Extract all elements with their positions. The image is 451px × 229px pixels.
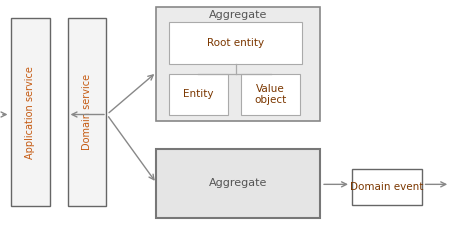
Text: Entity: Entity [183, 90, 214, 99]
Text: Domain event: Domain event [350, 182, 423, 192]
FancyBboxPatch shape [241, 74, 300, 114]
FancyBboxPatch shape [68, 18, 106, 206]
Text: Value
object: Value object [254, 84, 287, 105]
FancyBboxPatch shape [11, 18, 50, 206]
FancyBboxPatch shape [169, 22, 302, 64]
Text: Aggregate: Aggregate [209, 10, 267, 20]
Text: Application service: Application service [25, 66, 36, 159]
FancyBboxPatch shape [169, 74, 228, 114]
FancyBboxPatch shape [352, 169, 422, 205]
FancyBboxPatch shape [156, 149, 320, 218]
Text: Aggregate: Aggregate [209, 178, 267, 188]
FancyBboxPatch shape [156, 7, 320, 121]
Text: Domain service: Domain service [82, 74, 92, 150]
Text: Root entity: Root entity [207, 38, 264, 48]
